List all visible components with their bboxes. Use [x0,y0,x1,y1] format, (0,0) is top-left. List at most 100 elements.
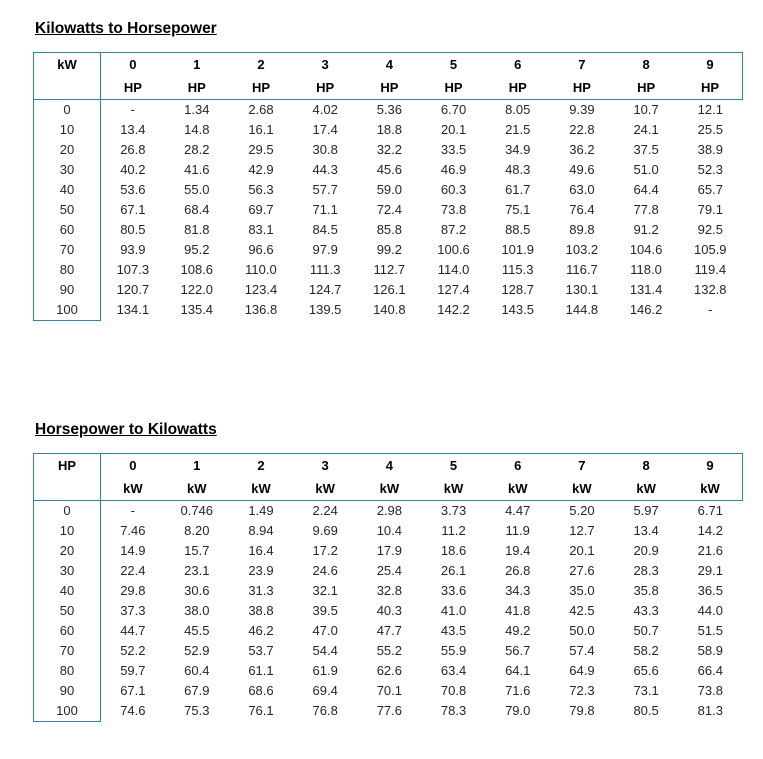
value-cell: 76.8 [312,703,338,719]
value-cell: 15.7 [184,543,210,558]
value-cell: 23.1 [184,563,210,578]
value-cell: 4.47 [505,503,531,518]
value-cell: 49.6 [569,162,595,177]
row-label-cell: 20 [33,140,101,160]
value-cell: 43.5 [440,623,467,638]
value-cell: 33.6 [440,583,467,598]
value-cell: 64.9 [569,663,595,678]
value-cell: 56.7 [505,643,531,658]
value-cell: 40.3 [376,603,402,618]
col-header-cell: 6 [485,52,550,76]
unit-label-cell: HP [485,76,550,100]
kw-to-hp-title: Kilowatts to Horsepower [35,20,217,37]
value-cell: 5.20 [569,503,595,518]
value-cell: 59.0 [376,182,402,197]
value-cell: 13.4 [120,122,146,137]
value-cell: 110.0 [245,262,277,277]
value-cell: 3.73 [440,503,467,518]
value-cell: 58.2 [633,643,659,658]
col-header-cell: 1 [164,453,229,477]
value-cell: 87.2 [440,222,467,237]
value-cell: 85.8 [376,222,402,237]
document-page: Kilowatts to Horsepower kW 0 1 2 3 4 5 6 7 8 9 HP HP… [33,20,743,722]
value-cell: 51.5 [697,623,723,638]
row-label-cell: 0 [33,99,101,120]
row-label-cell: 10 [33,521,101,541]
value-cell: 81.3 [697,703,723,719]
value-cell: 2.68 [248,102,274,117]
value-cell: 67.9 [184,683,210,698]
unit-label-cell: kW [293,477,358,501]
col-header-cell: 8 [614,52,679,76]
value-cell: 12.1 [697,102,723,117]
row-label-cell: 100 [33,701,101,722]
value-cell: 24.1 [633,122,659,137]
value-cell: 8.05 [505,102,531,117]
value-cell: 52.2 [120,643,146,658]
value-cell: 139.5 [308,302,342,318]
value-cell: 57.4 [569,643,595,658]
value-cell: 73.8 [440,202,467,217]
unit-label-cell: kW [100,477,165,501]
value-cell: 132.8 [694,282,727,297]
value-cell: 53.7 [248,643,274,658]
col-header-cell: 9 [678,453,743,477]
value-cell: 115.3 [501,262,534,277]
value-cell: 77.6 [376,703,402,719]
unit-label-cell: HP [678,76,743,100]
unit-label-cell: kW [614,477,679,501]
unit-label-cell: kW [228,477,294,501]
value-cell: 146.2 [629,302,663,318]
value-cell: 72.4 [376,202,402,217]
table-row: 80 59.7 60.4 61.1 61.9 62.6 63.4 64.1 64.9 65.6 66… [33,661,743,681]
value-cell: 76.4 [569,202,595,217]
table-row: 100 134.1 135.4 136.8 139.5 140.8 142.2 143.5 14… [33,300,743,321]
value-cell: 57.7 [312,182,338,197]
value-cell: 10.4 [376,523,402,538]
value-cell: 61.9 [312,663,338,678]
row-label-cell: 20 [33,541,101,561]
value-cell: 61.1 [248,663,274,678]
value-cell: 70.8 [440,683,467,698]
value-cell: 71.6 [505,683,531,698]
col-header-cell: 6 [485,453,550,477]
value-cell: 118.0 [630,262,662,277]
col-header-cell: 0 [100,453,165,477]
value-cell: 60.3 [440,182,467,197]
row-label-cell: 70 [33,240,101,260]
value-cell: 33.5 [440,142,467,157]
value-cell: 79.8 [569,703,595,719]
value-cell: 93.9 [120,242,146,257]
table-row: 30 22.4 23.1 23.9 24.6 25.4 26.1 26.8 27.6 28.3 29… [33,561,743,581]
value-cell: 122.0 [180,282,214,297]
row-label-cell: 90 [33,681,101,701]
value-cell: 100.6 [437,242,470,257]
value-cell: 43.3 [633,603,659,618]
value-cell: 5.36 [376,102,402,117]
value-cell: 38.9 [697,142,723,157]
value-cell: 83.1 [248,222,274,237]
value-cell: 59.7 [120,663,146,678]
value-cell: 54.4 [312,643,338,658]
value-cell: 114.0 [437,262,470,277]
col-header-cell: 2 [228,52,294,76]
value-cell: 35.0 [569,583,595,598]
value-cell: 120.7 [116,282,150,297]
row-label-cell: 70 [33,641,101,661]
value-cell: 2.24 [312,503,338,518]
value-cell: 64.1 [505,663,531,678]
value-cell: 79.0 [505,703,531,719]
value-cell: 14.9 [120,543,146,558]
unit-header-cell: kW [33,52,101,100]
value-cell: 75.1 [505,202,531,217]
value-cell: 40.2 [120,162,146,177]
unit-label-cell: HP [357,76,422,100]
value-cell: 20.9 [633,543,659,558]
value-cell: 99.2 [376,242,402,257]
table-row: 30 40.2 41.6 42.9 44.3 45.6 46.9 48.3 49.6 51.0 52… [33,160,743,180]
value-cell: 21.6 [697,543,723,558]
value-cell: 20.1 [569,543,595,558]
value-cell: 68.4 [184,202,210,217]
value-cell: 29.5 [248,142,274,157]
table-row: 20 26.8 28.2 29.5 30.8 32.2 33.5 34.9 36.2 37.5 38… [33,140,743,160]
